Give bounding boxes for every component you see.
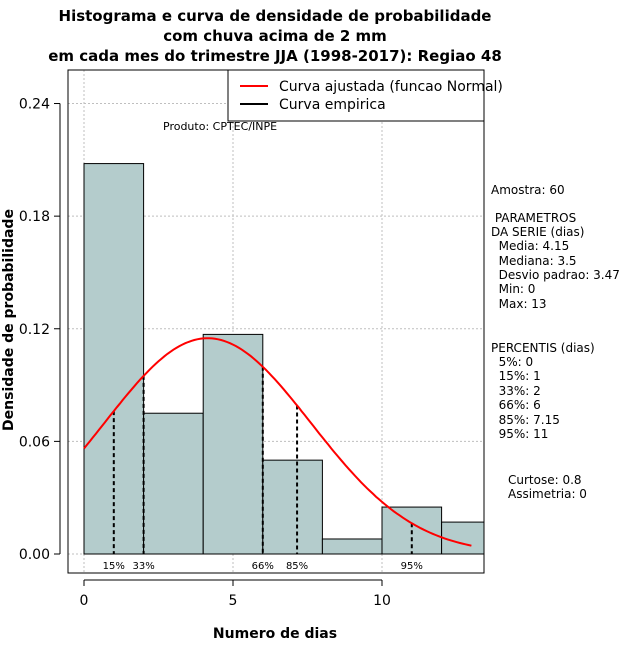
fitted-normal-curve [83, 337, 472, 547]
side-p5: 5%: 0 [491, 355, 533, 369]
side-p95: 95%: 11 [491, 427, 548, 441]
histogram-bar [262, 459, 323, 555]
histogram-bar [202, 333, 264, 555]
percentile-label: 66% [252, 561, 274, 572]
histogram-bar [321, 538, 383, 555]
legend-box [227, 69, 485, 122]
x-tick-label: 5 [229, 593, 238, 609]
side-p15: 15%: 1 [491, 369, 541, 383]
y-axis: 0.00 0.06 0.12 0.18 0.24 [19, 97, 61, 563]
legend-fitted-label: Curva ajustada (funcao Normal) [279, 79, 503, 95]
x-tick-label: 0 [80, 593, 89, 609]
chart-title-line-1: Histograma e curva de densidade de proba… [59, 7, 492, 25]
y-axis-title: Densidade de probabilidade [1, 209, 17, 431]
percentile-label: 15% [103, 561, 125, 572]
percentile-label: 85% [286, 561, 308, 572]
x-axis-title: Numero de dias [213, 626, 337, 642]
chart-title-line-3: em cada mes do trimestre JJA (1998-2017)… [48, 47, 502, 65]
y-tick-label: 0.12 [19, 322, 50, 338]
side-min: Min: 0 [491, 282, 535, 296]
side-mean: Media: 4.15 [491, 239, 569, 253]
x-axis: 0 5 10 [80, 579, 391, 609]
side-kurtosis: Curtose: 0.8 [508, 473, 582, 487]
side-params-heading-2: DA SERIE (dias) [491, 225, 584, 239]
side-params-heading-1: PARAMETROS [491, 211, 576, 225]
side-sample: Amostra: 60 [491, 183, 565, 197]
legend: Curva ajustada (funcao Normal) Curva emp… [227, 69, 503, 122]
side-max: Max: 13 [491, 297, 547, 311]
side-p66: 66%: 6 [491, 398, 541, 412]
y-tick-label: 0.24 [19, 97, 50, 113]
histogram-bar [143, 412, 204, 555]
y-tick-label: 0.06 [19, 434, 50, 450]
legend-empirical-label: Curva empirica [279, 97, 386, 113]
chart-title-line-2: com chuva acima de 2 mm [163, 27, 387, 45]
side-sd: Desvio padrao: 3.47 [491, 268, 620, 282]
side-skewness: Assimetria: 0 [508, 487, 587, 501]
y-tick-label: 0.00 [19, 547, 50, 563]
side-p33: 33%: 2 [491, 384, 541, 398]
side-percentis-heading: PERCENTIS (dias) [491, 341, 595, 355]
percentile-lines: 15% 33% 66% 85% 95% [103, 366, 423, 572]
product-annotation: Produto: CPTEC/INPE [163, 120, 277, 133]
side-panel: Amostra: 60 PARAMETROS DA SERIE (dias) M… [491, 183, 620, 501]
side-median: Mediana: 3.5 [491, 254, 577, 268]
percentile-label: 95% [401, 561, 423, 572]
y-tick-label: 0.18 [19, 209, 50, 225]
percentile-label: 33% [132, 561, 154, 572]
x-tick-label: 10 [373, 593, 391, 609]
histogram-bar [441, 521, 485, 555]
side-p85: 85%: 7.15 [491, 413, 560, 427]
